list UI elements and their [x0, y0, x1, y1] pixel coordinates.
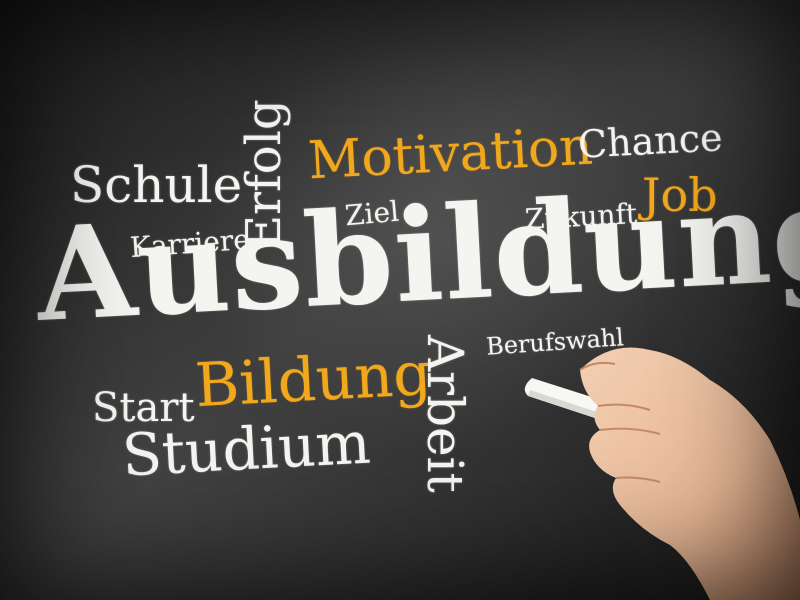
word-ausbildung: Ausbildung: [32, 157, 800, 351]
word-chance: Chance: [576, 115, 724, 167]
word-start: Start: [92, 385, 195, 431]
hand-holding-chalk: [524, 347, 800, 600]
word-schule: Schule: [70, 156, 243, 214]
hand: [579, 347, 800, 600]
word-job: Job: [642, 168, 718, 222]
word-bildung: Bildung: [193, 338, 434, 422]
word-arbeit: Arbeit: [416, 335, 474, 493]
word-studium: Studium: [120, 408, 373, 490]
